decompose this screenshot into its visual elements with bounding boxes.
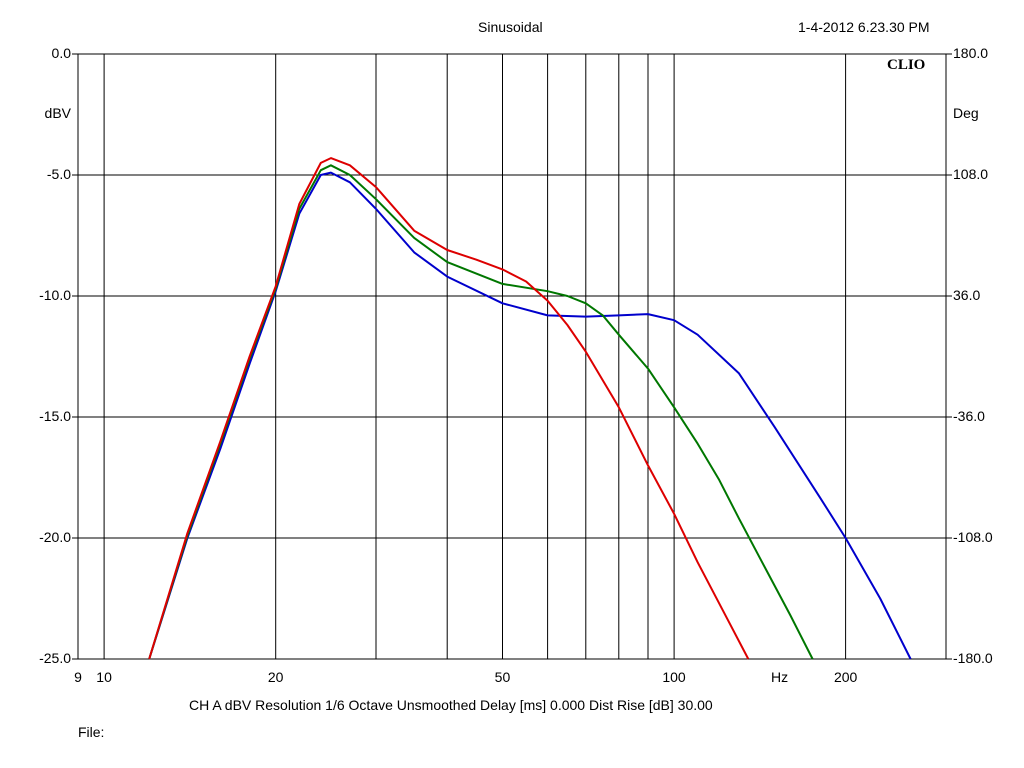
file-label: File: (78, 724, 105, 740)
grid-lines (72, 53, 952, 660)
y-tick-label: 0.0 (51, 45, 71, 61)
chart-title: Sinusoidal (478, 19, 543, 35)
plot-frame (77, 53, 947, 660)
y-tick-label: -20.0 (39, 529, 71, 545)
y2-tick-label: 36.0 (953, 287, 981, 303)
x-tick-label: 9 (74, 669, 82, 685)
y2-tick-label: -108.0 (953, 529, 993, 545)
x-tick-label: 20 (267, 669, 284, 685)
y2-axis-unit-label: Deg (953, 105, 979, 121)
x-tick-label: 50 (494, 669, 511, 685)
response-curve-2 (148, 164, 814, 660)
y2-tick-label: -180.0 (953, 650, 993, 666)
measurement-info: CH A dBV Resolution 1/6 Octave Unsmoothe… (189, 697, 713, 713)
y2-tick-label: -36.0 (953, 408, 985, 424)
x-tick-label: 200 (833, 669, 858, 685)
clio-logo: CLIO (887, 57, 926, 73)
chart-datetime: 1-4-2012 6.23.30 PM (798, 19, 930, 35)
x-tick-label: 100 (662, 669, 686, 685)
x-tick-label: 10 (96, 669, 112, 685)
y2-tick-label: 108.0 (953, 166, 989, 182)
response-curve-1 (148, 171, 912, 660)
curves (148, 157, 912, 660)
x-axis-unit-label: Hz (771, 669, 789, 685)
response-curve-3 (148, 157, 750, 660)
y-tick-label: -25.0 (39, 650, 71, 666)
y-tick-label: -15.0 (39, 408, 71, 424)
y-tick-label: -10.0 (39, 287, 71, 303)
y2-tick-label: 180.0 (953, 45, 989, 61)
y-axis-unit-label: dBV (44, 105, 71, 121)
y-tick-label: -5.0 (46, 166, 71, 182)
